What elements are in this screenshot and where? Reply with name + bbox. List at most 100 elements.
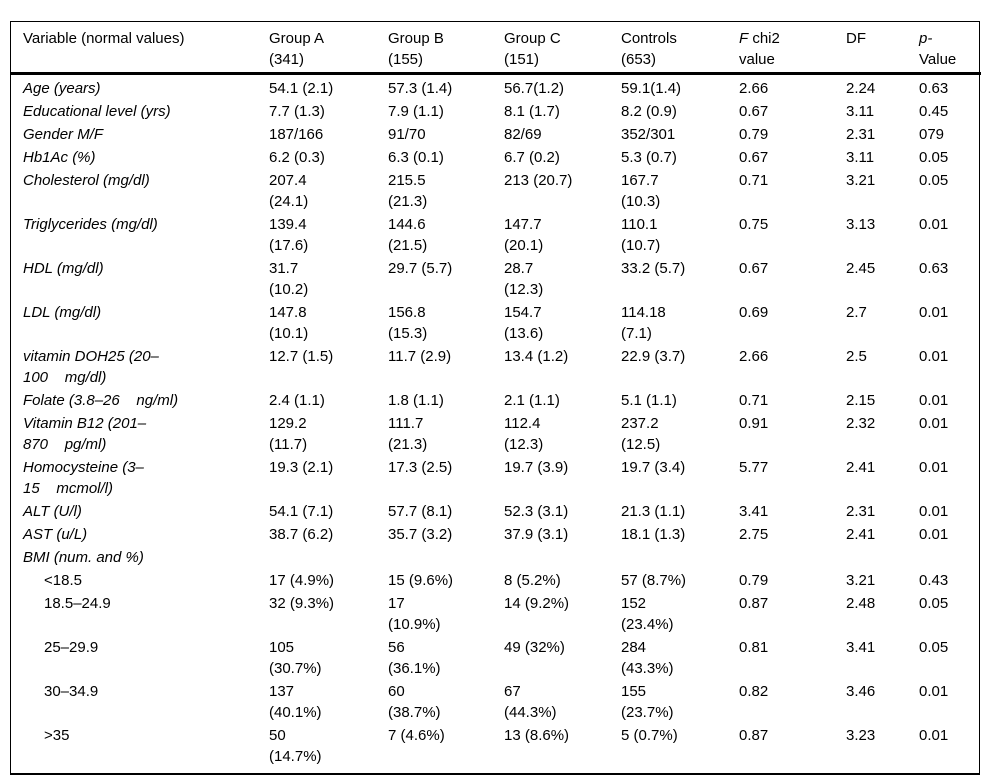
group-c-cell: 13.4 (1.2) xyxy=(504,348,569,365)
table-header: Variable (normal values) Group A (341) G… xyxy=(11,22,981,75)
table-row: 25–29.9 105 (30.7%) 56 (36.1%) 49 (32%) … xyxy=(11,636,981,680)
col-header-controls: Controls (653) xyxy=(621,22,739,75)
controls-cell: 22.9 (3.7) xyxy=(621,348,686,365)
df-cell: 2.48 xyxy=(846,595,876,612)
p-value-cell: 0.01 xyxy=(919,727,949,744)
variable-cell: <18.5 xyxy=(11,569,269,592)
controls-cell: 167.7 (10.3) xyxy=(621,172,661,210)
group-c-cell: 8 (5.2%) xyxy=(504,572,561,589)
table-row: Triglycerides (mg/dl) 139.4 (17.6) 144.6… xyxy=(11,213,981,257)
group-b-cell: 29.7 (5.7) xyxy=(388,260,453,277)
df-cell: 2.41 xyxy=(846,526,876,543)
table-row: 18.5–24.9 32 (9.3%) 17 (10.9%) 14 (9.2%)… xyxy=(11,592,981,636)
controls-cell: 110.1 (10.7) xyxy=(621,216,661,254)
controls-cell: 152 (23.4%) xyxy=(621,595,674,633)
variable-label: 30–34.9 xyxy=(44,683,99,700)
variable-cell: Educational level (yrs) xyxy=(11,100,269,123)
table-row: 30–34.9 137 (40.1%) 60 (38.7%) 67 (44.3%… xyxy=(11,680,981,724)
group-c-cell: 13 (8.6%) xyxy=(504,727,570,744)
f-chi2-cell: 2.66 xyxy=(739,80,769,97)
group-b-cell: 6.3 (0.1) xyxy=(388,149,444,166)
variable-cell: Folate (3.8–26 ng/ml) xyxy=(11,389,269,412)
variable-cell: >35 xyxy=(11,724,269,773)
group-b-cell: 57.3 (1.4) xyxy=(388,80,453,97)
df-cell: 2.24 xyxy=(846,80,876,97)
col-header-f-chi2: F chi2 value xyxy=(739,22,846,75)
table-row: Folate (3.8–26 ng/ml) 2.4 (1.1) 1.8 (1.1… xyxy=(11,389,981,412)
table-row: Educational level (yrs) 7.7 (1.3) 7.9 (1… xyxy=(11,100,981,123)
p-value-cell: 0.63 xyxy=(919,80,949,97)
group-a-cell: 31.7 (10.2) xyxy=(269,260,309,298)
group-b-cell: 215.5 (21.3) xyxy=(388,172,428,210)
f-chi2-cell: 0.67 xyxy=(739,149,769,166)
p-value-cell: 0.01 xyxy=(919,392,949,409)
p-value-cell: 0.45 xyxy=(919,103,949,120)
col-header-group-c: Group C (151) xyxy=(504,22,621,75)
group-c-cell: 154.7 (13.6) xyxy=(504,304,544,342)
p-value-cell: 0.01 xyxy=(919,304,949,321)
group-a-cell: 17 (4.9%) xyxy=(269,572,335,589)
group-c-cell: 8.1 (1.7) xyxy=(504,103,560,120)
p-value-cell: 0.01 xyxy=(919,216,949,233)
f-chi2-italic-f: F xyxy=(739,30,749,47)
variable-label: 25–29.9 xyxy=(44,639,99,656)
group-a-cell: 129.2 (11.7) xyxy=(269,415,308,453)
controls-cell: 33.2 (5.7) xyxy=(621,260,686,277)
controls-cell xyxy=(621,546,739,569)
variable-label: Triglycerides (mg/dl) xyxy=(23,216,158,233)
variable-cell: Homocysteine (3– 15 mcmol/l) xyxy=(11,456,269,500)
variable-cell: BMI (num. and %) xyxy=(11,546,269,569)
group-b-cell: 156.8 (15.3) xyxy=(388,304,428,342)
group-c-cell: 52.3 (3.1) xyxy=(504,503,569,520)
p-value-cell: 0.01 xyxy=(919,459,949,476)
variable-cell: ALT (U/l) xyxy=(11,500,269,523)
table-row: <18.5 17 (4.9%) 15 (9.6%) 8 (5.2%) 57 (8… xyxy=(11,569,981,592)
f-chi2-cell: 3.41 xyxy=(739,503,769,520)
variable-label: 18.5–24.9 xyxy=(44,595,111,612)
variable-label: Educational level (yrs) xyxy=(23,103,171,120)
table-row: BMI (num. and %) xyxy=(11,546,981,569)
variable-label: >35 xyxy=(44,727,70,744)
f-chi2-rest: chi2 value xyxy=(739,30,780,68)
col-header-group-a: Group A (341) xyxy=(269,22,388,75)
variable-label: Cholesterol (mg/dl) xyxy=(23,172,150,189)
df-cell: 3.46 xyxy=(846,683,876,700)
f-chi2-cell: 0.79 xyxy=(739,572,769,589)
variable-cell: Hb1Ac (%) xyxy=(11,146,269,169)
controls-cell: 19.7 (3.4) xyxy=(621,459,686,476)
variable-label: HDL (mg/dl) xyxy=(23,260,104,277)
variable-label: AST (u/L) xyxy=(23,526,88,543)
variable-label: Hb1Ac (%) xyxy=(23,149,96,166)
df-cell: 2.7 xyxy=(846,304,867,321)
df-cell: 2.31 xyxy=(846,126,876,143)
group-c-cell xyxy=(504,546,621,569)
controls-cell: 8.2 (0.9) xyxy=(621,103,677,120)
group-b-cell: 56 (36.1%) xyxy=(388,639,441,677)
table-row: Vitamin B12 (201– 870 pg/ml) 129.2 (11.7… xyxy=(11,412,981,456)
variable-label: Gender M/F xyxy=(23,126,104,143)
variable-cell: 30–34.9 xyxy=(11,680,269,724)
f-chi2-cell: 2.75 xyxy=(739,526,769,543)
table-row: LDL (mg/dl) 147.8 (10.1) 156.8 (15.3) 15… xyxy=(11,301,981,345)
controls-cell: 5.1 (1.1) xyxy=(621,392,677,409)
controls-cell: 59.1(1.4) xyxy=(621,80,682,97)
df-cell: 3.11 xyxy=(846,103,875,120)
p-value-cell: 0.05 xyxy=(919,149,949,166)
controls-cell: 5.3 (0.7) xyxy=(621,149,677,166)
f-chi2-cell: 0.82 xyxy=(739,683,769,700)
group-b-cell: 60 (38.7%) xyxy=(388,683,441,721)
variable-cell: Triglycerides (mg/dl) xyxy=(11,213,269,257)
f-chi2-cell: 0.71 xyxy=(739,172,769,189)
variable-cell: Gender M/F xyxy=(11,123,269,146)
group-c-cell: 28.7 (12.3) xyxy=(504,260,544,298)
controls-cell: 155 (23.7%) xyxy=(621,683,674,721)
df-cell: 2.5 xyxy=(846,348,867,365)
table-row: Age (years) 54.1 (2.1) 57.3 (1.4) 56.7(1… xyxy=(11,74,981,101)
group-b-cell: 144.6 (21.5) xyxy=(388,216,428,254)
group-b-cell: 1.8 (1.1) xyxy=(388,392,444,409)
group-b-cell: 57.7 (8.1) xyxy=(388,503,453,520)
group-c-cell: 19.7 (3.9) xyxy=(504,459,569,476)
variable-label: ALT (U/l) xyxy=(23,503,82,520)
variable-cell: 25–29.9 xyxy=(11,636,269,680)
group-a-cell: 187/166 xyxy=(269,126,324,143)
